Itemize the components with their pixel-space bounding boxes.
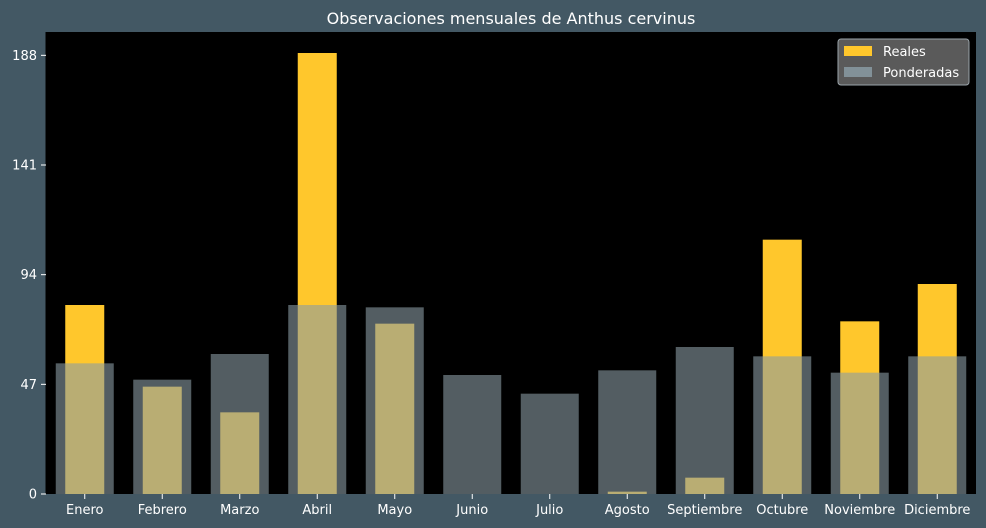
x-tick-label-mayo: Mayo bbox=[377, 503, 412, 518]
x-tick-label-enero: Enero bbox=[66, 503, 104, 518]
bar-ponderadas-junio bbox=[443, 375, 502, 494]
bar-ponderadas-febrero bbox=[133, 379, 192, 494]
bar-ponderadas-noviembre bbox=[830, 372, 889, 494]
x-tick-label-junio: Junio bbox=[455, 503, 488, 518]
y-axis: 0 47 94 141 188 bbox=[12, 32, 47, 503]
legend-label-ponderadas: Ponderadas bbox=[883, 66, 959, 81]
x-axis: Enero Febrero Marzo Abril Mayo Junio Julio Agos… bbox=[66, 494, 970, 518]
ponderadas-series bbox=[55, 305, 967, 494]
x-tick-label-agosto: Agosto bbox=[605, 503, 650, 518]
bar-ponderadas-enero bbox=[55, 363, 114, 494]
x-tick-label-septiembre: Septiembre bbox=[667, 503, 742, 518]
y-tick-label: 141 bbox=[12, 159, 37, 174]
bar-ponderadas-mayo bbox=[365, 307, 424, 494]
x-tick-label-abril: Abril bbox=[302, 503, 332, 518]
chart-title: Observaciones mensuales de Anthus cervin… bbox=[327, 9, 696, 28]
x-tick-label-diciembre: Diciembre bbox=[904, 503, 970, 518]
bar-ponderadas-septiembre bbox=[675, 347, 734, 494]
bar-ponderadas-agosto bbox=[598, 370, 657, 494]
y-tick-label: 47 bbox=[20, 378, 37, 393]
plot-area bbox=[46, 32, 976, 494]
legend-label-reales: Reales bbox=[883, 45, 926, 60]
bar-ponderadas-diciembre bbox=[908, 356, 967, 494]
legend-swatch-ponderadas bbox=[844, 67, 872, 77]
bar-ponderadas-marzo bbox=[210, 354, 269, 494]
x-tick-label-febrero: Febrero bbox=[138, 503, 187, 518]
bar-ponderadas-julio bbox=[520, 393, 579, 494]
x-tick-label-octubre: Octubre bbox=[756, 503, 808, 518]
x-tick-label-marzo: Marzo bbox=[220, 503, 259, 518]
x-tick-label-julio: Julio bbox=[535, 503, 563, 518]
y-tick-label: 94 bbox=[20, 268, 37, 283]
y-tick-label: 188 bbox=[12, 49, 37, 64]
x-tick-label-noviembre: Noviembre bbox=[824, 503, 895, 518]
bar-ponderadas-abril bbox=[288, 305, 347, 494]
legend: Reales Ponderadas bbox=[837, 38, 970, 86]
bar-ponderadas-octubre bbox=[753, 356, 812, 494]
legend-swatch-reales bbox=[844, 46, 872, 56]
y-tick-label: 0 bbox=[29, 488, 37, 503]
